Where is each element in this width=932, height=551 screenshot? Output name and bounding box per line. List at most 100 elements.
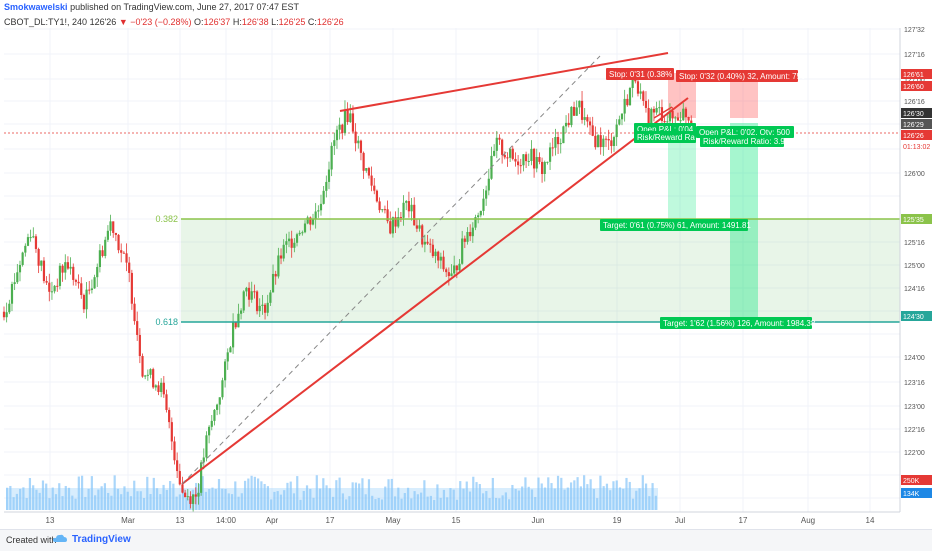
candle — [514, 152, 517, 167]
price-badge-countdown-bg — [901, 141, 932, 151]
x-tick-label: Aug — [801, 516, 815, 525]
volume-bar — [527, 486, 530, 510]
volume-bar — [468, 491, 472, 510]
volume-bar — [508, 499, 511, 510]
candle-body — [327, 169, 331, 182]
volume-bar — [498, 498, 501, 510]
candle — [644, 91, 648, 113]
candle-body — [602, 138, 605, 148]
volume-bar — [286, 482, 289, 510]
tradingview-brand[interactable]: TradingView — [72, 534, 131, 545]
volume-bar — [19, 488, 22, 510]
candle — [247, 282, 251, 307]
candle-body — [511, 148, 514, 159]
candle — [471, 222, 474, 243]
candle — [482, 189, 485, 216]
volume-bar — [51, 487, 54, 510]
candle — [458, 259, 461, 274]
candle-body — [82, 294, 86, 310]
wedge-tip-line[interactable] — [653, 106, 673, 119]
stop-label-2-bg — [676, 70, 798, 82]
candle — [469, 224, 472, 242]
volume-bar — [107, 492, 110, 510]
candle-body — [679, 120, 682, 122]
axes: 127'32 127'16 127'00 126'16 126'00 125'16 125'… — [4, 27, 932, 525]
candle-body — [85, 289, 88, 310]
candle-body — [370, 175, 373, 186]
candle — [455, 265, 458, 279]
candle-body — [548, 147, 552, 162]
candle-body — [434, 251, 437, 257]
fib-label-0382: 0.382 — [155, 214, 178, 224]
x-tick-label: 19 — [613, 516, 622, 525]
volume-bar — [312, 497, 315, 510]
fib-leg-line[interactable] — [181, 55, 601, 485]
price-badge-entry-1-text: 126'30 — [903, 111, 924, 118]
candle — [333, 132, 336, 155]
candle-body — [216, 404, 219, 410]
y-tick-label: 125'00 — [904, 263, 925, 270]
candle-body — [98, 250, 101, 268]
volume-bar — [123, 486, 126, 510]
tradingview-logo-icon[interactable] — [52, 532, 68, 548]
candle — [453, 255, 456, 276]
wedge-resistance-line[interactable] — [339, 52, 669, 112]
volume-bar — [9, 485, 12, 510]
candle — [2, 306, 6, 321]
volume-bar — [416, 494, 419, 510]
candle-body — [295, 234, 299, 243]
candle — [285, 233, 288, 254]
volume-bar — [556, 475, 560, 510]
target-label-1-bg — [600, 219, 748, 231]
candle-body — [346, 110, 349, 123]
candle-body — [532, 148, 536, 169]
volume-bar — [475, 482, 478, 510]
volume-bar — [159, 494, 162, 510]
candle — [274, 270, 277, 285]
candle-body — [391, 217, 395, 234]
candle — [88, 280, 91, 295]
candle — [421, 223, 424, 248]
candle-body — [325, 181, 328, 191]
volume-bar — [534, 496, 537, 510]
candle — [18, 260, 22, 282]
candle — [66, 256, 70, 270]
candle — [279, 248, 283, 265]
volume-bar — [579, 486, 582, 510]
volume-bar — [87, 488, 90, 510]
price-badge-entry-2-text: 126'29 — [903, 122, 924, 129]
volume-bar — [348, 496, 351, 510]
candle-body — [160, 382, 163, 392]
volume-bar — [136, 491, 139, 510]
volume-bar — [201, 476, 204, 510]
price-badge-stop-2-bg — [901, 81, 932, 91]
symbol-name[interactable]: CBOT_DL:TY1!, 240 — [4, 17, 88, 27]
candle — [620, 113, 624, 126]
volume-bar — [423, 480, 426, 510]
volume-bar — [442, 489, 446, 510]
low-label: L: — [271, 17, 279, 27]
volume-bar — [501, 495, 504, 510]
candle-body — [184, 492, 187, 498]
candle — [623, 89, 626, 122]
wedge-support-line[interactable] — [181, 97, 689, 485]
volume-bar — [139, 491, 142, 510]
candle-body — [303, 223, 307, 233]
volume-bar — [429, 495, 432, 510]
candle — [74, 278, 78, 286]
price-chart[interactable]: 0.382 0.618 127'32 127'16 127'00 126'16 126'0… — [0, 0, 932, 529]
volume-bar — [354, 482, 358, 510]
candle-body — [8, 303, 11, 313]
candle — [231, 313, 235, 354]
price-badge-fib-382-text: 125'35 — [903, 217, 924, 224]
author-link[interactable]: Smokwawelski — [4, 2, 68, 12]
candle — [378, 197, 381, 213]
candle — [602, 135, 605, 156]
volume-bar — [146, 476, 149, 510]
candle — [391, 216, 395, 238]
candle-body — [165, 394, 168, 410]
candle — [522, 153, 525, 172]
candle-body — [5, 312, 8, 318]
candle — [349, 104, 352, 124]
candle-body — [493, 150, 496, 156]
